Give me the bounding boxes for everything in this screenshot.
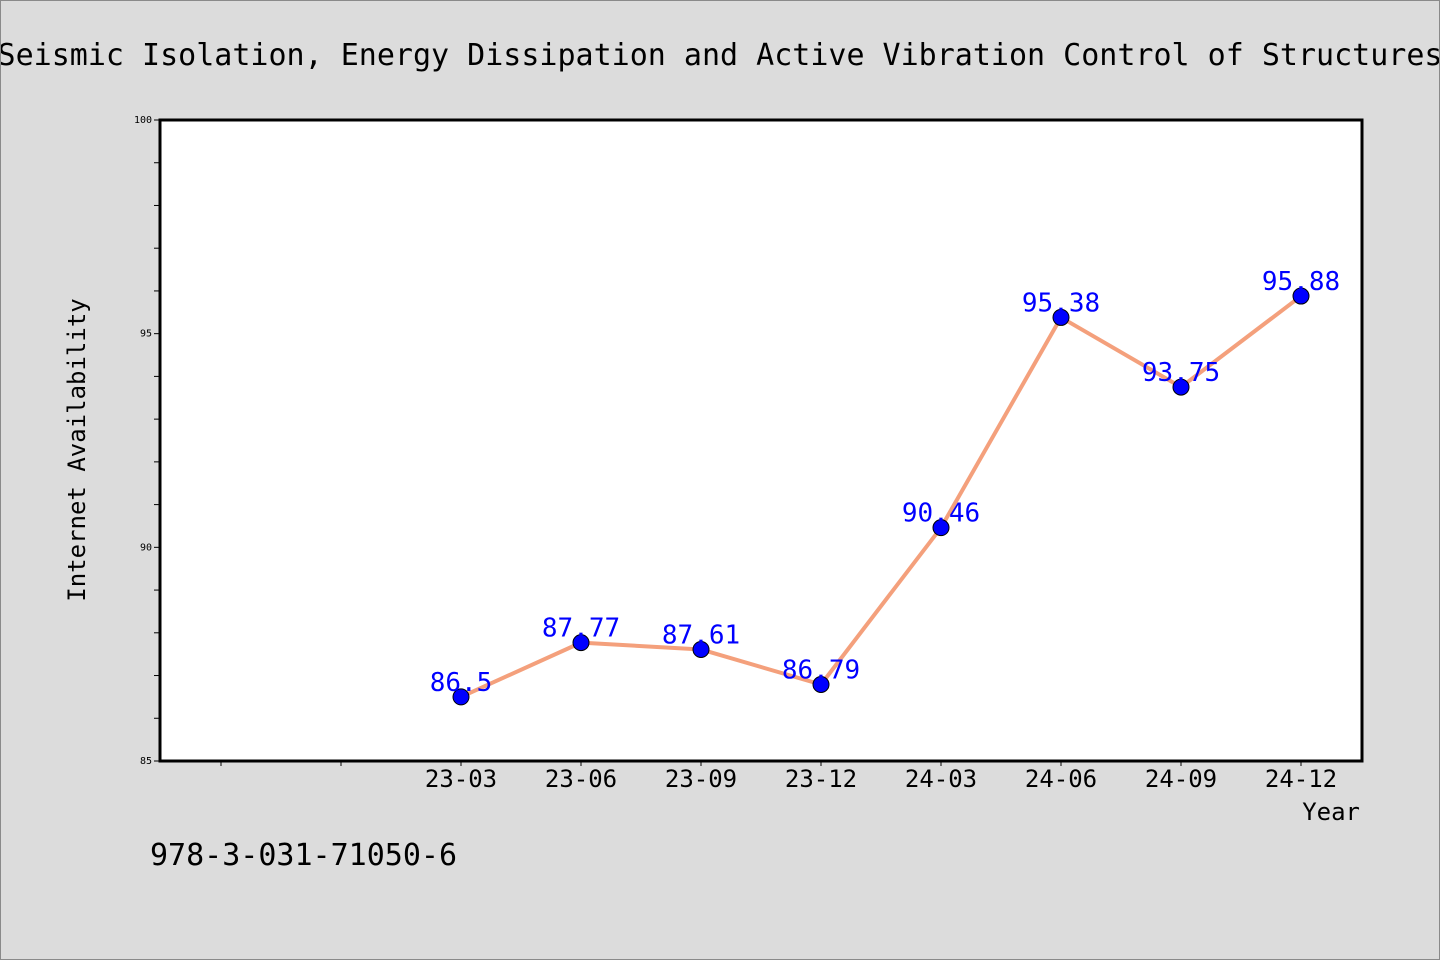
- y-axis-ticks: 85 90 95 100: [134, 115, 160, 767]
- x-axis-label: Year: [1302, 798, 1360, 826]
- y-axis-label: Internet Availability: [63, 298, 91, 601]
- data-point: [452, 688, 470, 706]
- data-point: [1172, 378, 1190, 396]
- data-label: 93.75: [1142, 358, 1220, 388]
- x-tick-label: 23-03: [425, 765, 497, 793]
- y-tick-label: 85: [140, 756, 152, 767]
- data-point: [1292, 287, 1310, 305]
- x-tick-label: 23-09: [665, 765, 737, 793]
- x-tick-label: 23-12: [785, 765, 857, 793]
- data-point: [812, 676, 830, 694]
- chart-title: Seismic Isolation, Energy Dissipation an…: [1, 38, 1439, 73]
- y-tick-label: 95: [140, 329, 152, 340]
- y-tick-label: 100: [134, 115, 152, 126]
- x-tick-label: 24-09: [1145, 765, 1217, 793]
- data-label: 87.77: [542, 614, 620, 644]
- x-axis-ticks: 23-03 23-06 23-09 23-12 24-03 24-06 24-09 24-12: [220, 761, 1337, 793]
- data-point: [692, 640, 710, 658]
- data-label: 95.38: [1022, 288, 1100, 318]
- x-tick-label: 24-03: [905, 765, 977, 793]
- data-markers: [452, 287, 1310, 706]
- data-point: [572, 634, 590, 652]
- footer-isbn: 978-3-031-71050-6: [150, 838, 457, 873]
- data-point: [1052, 308, 1070, 326]
- x-tick-label: 23-06: [545, 765, 617, 793]
- data-labels: 86.5 87.77 87.61 86.79 90.46 95.38 93.75 95.88: [430, 267, 1340, 698]
- data-label: 90.46: [902, 499, 980, 529]
- x-tick-label: 24-12: [1265, 765, 1337, 793]
- data-label: 95.88: [1262, 267, 1340, 297]
- data-label: 86.5: [430, 668, 493, 698]
- y-tick-label: 90: [140, 542, 152, 553]
- data-label: 86.79: [782, 656, 860, 686]
- series-line: [459, 294, 1303, 699]
- data-label: 87.61: [662, 620, 740, 650]
- data-point: [932, 519, 950, 537]
- plot-area: [158, 118, 1364, 763]
- x-tick-label: 24-06: [1025, 765, 1097, 793]
